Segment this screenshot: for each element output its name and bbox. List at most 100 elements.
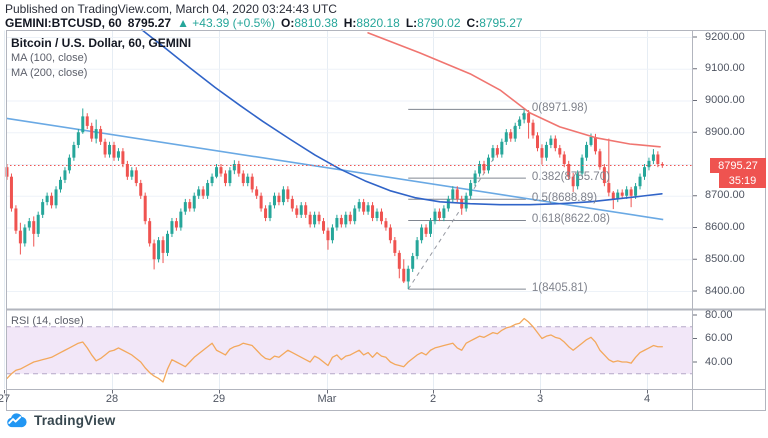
candle-body [223, 173, 227, 184]
candle-body [99, 129, 103, 142]
candle-body [108, 144, 112, 155]
candle-body [531, 122, 535, 136]
candle-body [442, 208, 446, 218]
published-line: Published on TradingView.com, March 04, … [5, 2, 337, 16]
candle-body [482, 164, 486, 171]
candle-body [455, 189, 459, 199]
candle-body [103, 141, 107, 155]
candle-body [255, 189, 259, 196]
price-change-text: ▲ +43.39 (+0.5%) [177, 16, 276, 30]
rsi-tick-label: 40.00 [705, 355, 733, 368]
candle-body [486, 157, 490, 171]
candle-body [23, 227, 27, 244]
ma-200-legend[interactable]: MA (200, close) [11, 67, 88, 79]
candle-body [313, 214, 317, 225]
candle-body [308, 214, 312, 225]
candle-body [286, 189, 290, 199]
price-tick-label: 9200.00 [705, 30, 745, 43]
last-price-badge: 8795.27 [710, 158, 766, 173]
candle-body [437, 211, 441, 218]
candle-body [571, 176, 575, 187]
candle-body [264, 208, 268, 218]
candle-body [63, 170, 67, 180]
candle-body [197, 189, 201, 196]
candle-body [281, 189, 285, 203]
fib-level-label: 0.382(8755.70) [531, 171, 610, 184]
candle-body [18, 230, 22, 244]
candle-body [237, 164, 241, 174]
candle-body [45, 195, 49, 203]
candle-body [121, 151, 125, 164]
candle-body [598, 151, 602, 168]
candle-body [290, 198, 294, 209]
candle-body [326, 230, 330, 241]
candle-body [585, 144, 589, 158]
candle-body [446, 198, 450, 209]
price-tick-label: 8700.00 [705, 189, 745, 202]
candle-body [90, 125, 94, 139]
candle-body [157, 240, 161, 260]
candle-body [540, 148, 544, 158]
candle-body [593, 137, 597, 152]
high-value: H:8820.18 [343, 16, 400, 30]
candle-body [451, 189, 455, 199]
symbol-label[interactable]: GEMINI:BTCUSD, 60 [5, 16, 122, 30]
candle-body [134, 170, 138, 184]
candle-body [544, 144, 548, 158]
candle-body [152, 243, 156, 260]
open-value: O:8810.38 [281, 16, 338, 30]
candle-body [469, 183, 473, 196]
tradingview-footer[interactable]: TradingView [5, 413, 115, 428]
candle-body [259, 195, 263, 209]
ma-100-line [141, 29, 663, 206]
chart-legend-title[interactable]: Bitcoin / U.S. Dollar, 60, GEMINI [11, 36, 192, 50]
candle-body [161, 240, 165, 253]
candle-body [335, 217, 339, 228]
candle-body [647, 160, 651, 168]
candle-body [206, 183, 210, 196]
candle-body [330, 227, 334, 241]
fib-level-label: 0(8971.98) [531, 102, 588, 115]
time-tick-label: 2 [429, 393, 437, 405]
symbol-status-bar: GEMINI:BTCUSD, 60 8795.27 ▲ +43.39 (+0.5… [5, 16, 523, 30]
candle-body [495, 148, 499, 155]
candle-body [54, 189, 58, 206]
descending-trendline [5, 117, 664, 221]
candle-body [188, 202, 192, 209]
candle-body [602, 167, 606, 184]
price-tick-label: 9100.00 [705, 62, 745, 75]
candle-body [116, 151, 120, 158]
candle-body [170, 221, 174, 234]
candle-body [375, 211, 379, 218]
candle-body [522, 113, 526, 120]
candle-body [357, 202, 361, 209]
ma-100-legend[interactable]: MA (100, close) [11, 52, 88, 64]
candle-body [393, 240, 397, 253]
price-tick-label: 8900.00 [705, 125, 745, 138]
candle-body [411, 256, 415, 269]
candle-body [179, 211, 183, 228]
candle-body [379, 211, 383, 222]
candle-body [424, 227, 428, 234]
candle-body [660, 164, 664, 166]
candle-body [384, 221, 388, 228]
candle-body [228, 170, 232, 184]
candle-body [397, 252, 401, 269]
candle-body [299, 205, 303, 215]
candle-body [67, 157, 71, 171]
candle-body [210, 176, 214, 184]
candle-body [478, 164, 482, 174]
candle-body [388, 227, 392, 241]
candle-body [148, 221, 152, 244]
candle-body [58, 179, 62, 190]
time-tick-label: 28 [105, 393, 119, 405]
candle-body [611, 192, 615, 199]
candle-body [366, 205, 370, 212]
time-tick-label: 29 [212, 393, 226, 405]
candle-body [629, 189, 633, 196]
rsi-legend[interactable]: RSI (14, close) [11, 315, 84, 327]
candle-body [651, 154, 655, 161]
time-tick-label: 27 [0, 393, 11, 405]
